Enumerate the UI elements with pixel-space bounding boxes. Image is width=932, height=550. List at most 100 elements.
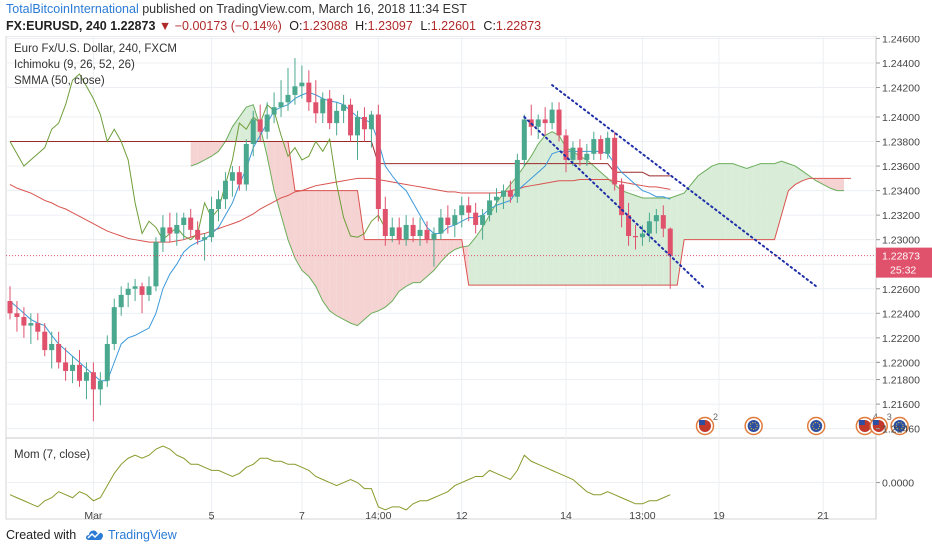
candle-body bbox=[118, 294, 124, 308]
momentum-tick-label: 0.0000 bbox=[882, 478, 914, 490]
price-axis: 1.21460 1.21600 1.21800 1.22000 1.22200 1.224… bbox=[6, 36, 932, 436]
cloud-segment bbox=[524, 156, 532, 286]
cloud-segment bbox=[552, 131, 560, 286]
cloud-segment bbox=[725, 163, 733, 240]
cloud-segment bbox=[684, 184, 692, 240]
candle-body bbox=[167, 227, 173, 234]
cloud-segment bbox=[413, 239, 421, 283]
symbol-name: FX:EURUSD, 240 bbox=[6, 19, 107, 33]
candle-body bbox=[243, 143, 249, 185]
cloud-segment bbox=[385, 239, 393, 308]
cloud-segment bbox=[433, 239, 441, 271]
momentum-line bbox=[9, 445, 671, 511]
candle-body bbox=[83, 372, 89, 381]
plot-frame bbox=[5, 36, 877, 520]
candle-body bbox=[139, 286, 145, 295]
price-tick-label: 1.23800 bbox=[882, 137, 920, 149]
publication-text: published on TradingView.com, March 16, … bbox=[138, 2, 467, 16]
cloud-segment bbox=[197, 141, 205, 164]
candle-body bbox=[466, 205, 472, 213]
cloud-segment bbox=[739, 166, 747, 240]
countdown-timer: 25:32 bbox=[890, 265, 916, 277]
cloud-segment bbox=[691, 175, 699, 240]
cloud-segment bbox=[322, 190, 330, 311]
candle-body bbox=[591, 139, 597, 154]
candle-body bbox=[195, 229, 201, 240]
indicator-ichimoku-label: Ichimoku (9, 26, 52, 26) bbox=[14, 59, 135, 71]
cloud-segment bbox=[427, 239, 434, 277]
price-tick-label: 1.21600 bbox=[882, 399, 920, 411]
cloud-segment bbox=[670, 195, 678, 286]
cloud-segment bbox=[635, 195, 643, 286]
open-key: O: bbox=[289, 19, 303, 33]
candle-body bbox=[389, 227, 395, 236]
price-tick-label: 1.22000 bbox=[882, 357, 920, 369]
event-marker-count: 2 bbox=[713, 412, 718, 422]
candle-body bbox=[28, 323, 34, 326]
candle-body bbox=[125, 288, 131, 295]
cloud-segment bbox=[746, 166, 754, 240]
candle-body bbox=[341, 104, 347, 111]
author-link[interactable]: TotalBitcoinInternational bbox=[6, 2, 139, 16]
symbol-line: FX:EURUSD, 240 1.22873 ▼ −0.00173 (−0.14… bbox=[6, 19, 541, 33]
candle-body bbox=[14, 313, 20, 317]
cloud-segment bbox=[288, 141, 295, 259]
main-grid bbox=[5, 36, 877, 520]
candle-body bbox=[577, 147, 583, 160]
tradingview-brand[interactable]: TradingView bbox=[108, 528, 177, 542]
momentum-label: Mom (7, close) bbox=[14, 449, 90, 461]
price-tick-label: 1.24400 bbox=[882, 58, 920, 70]
cloud-segment bbox=[579, 156, 587, 286]
footer: Created with TradingView bbox=[0, 520, 932, 550]
cloud-segment bbox=[531, 143, 539, 286]
cloud-segment bbox=[232, 116, 240, 142]
candle-body bbox=[473, 212, 479, 225]
momentum-pane: Mom (7, close) 0.0000 bbox=[6, 445, 914, 511]
cloud-segment bbox=[343, 190, 351, 324]
candle-body bbox=[222, 180, 228, 200]
candle-body bbox=[327, 98, 333, 124]
indicator-smma-label: SMMA (50, close) bbox=[14, 75, 105, 87]
time-tick-label: 14 bbox=[560, 510, 572, 520]
high-value: 1.23097 bbox=[367, 19, 413, 33]
candle-body bbox=[500, 190, 506, 197]
candle-body bbox=[63, 362, 69, 371]
candle-body bbox=[21, 316, 27, 326]
publication-line: TotalBitcoinInternational published on T… bbox=[6, 2, 467, 16]
us-flag-icon: 2 bbox=[695, 412, 718, 436]
cloud-segment bbox=[482, 215, 490, 286]
event-marker-count: 4 bbox=[873, 412, 878, 422]
candle-body bbox=[236, 172, 242, 185]
candle-body bbox=[521, 119, 527, 160]
candle-body bbox=[584, 153, 590, 160]
candle-body bbox=[285, 94, 291, 103]
cloud-segment bbox=[301, 190, 309, 277]
eu-flag-icon bbox=[806, 416, 826, 436]
cloud-segment bbox=[677, 193, 685, 286]
candle-body bbox=[202, 237, 208, 240]
cloud-segment bbox=[628, 193, 636, 286]
event-marker-stars bbox=[895, 422, 904, 430]
cloud-segment bbox=[566, 147, 573, 286]
candle-body bbox=[487, 200, 493, 216]
time-tick-label: Mar bbox=[84, 510, 103, 520]
cloud-segment bbox=[281, 141, 288, 240]
candle-body bbox=[90, 372, 96, 390]
cloud-segment bbox=[711, 163, 719, 240]
chart-title: Euro Fx/U.S. Dollar, 240, FXCM bbox=[14, 43, 177, 55]
candle-body bbox=[507, 190, 513, 197]
cloud-segment bbox=[378, 239, 386, 311]
cloud-segment bbox=[190, 141, 198, 167]
candle-body bbox=[459, 205, 465, 216]
time-axis: Mar 5 7 14:00 12 14 13:00 19 21 bbox=[84, 510, 829, 520]
cloud-segment bbox=[572, 151, 580, 286]
event-marker-flag bbox=[810, 420, 823, 432]
candle-body bbox=[7, 301, 13, 314]
cloud-segment bbox=[593, 166, 601, 286]
candle-body bbox=[111, 307, 117, 344]
candle-body bbox=[278, 102, 284, 108]
candle-body bbox=[264, 114, 270, 132]
candle-body bbox=[250, 119, 256, 144]
candle-body bbox=[306, 82, 312, 103]
